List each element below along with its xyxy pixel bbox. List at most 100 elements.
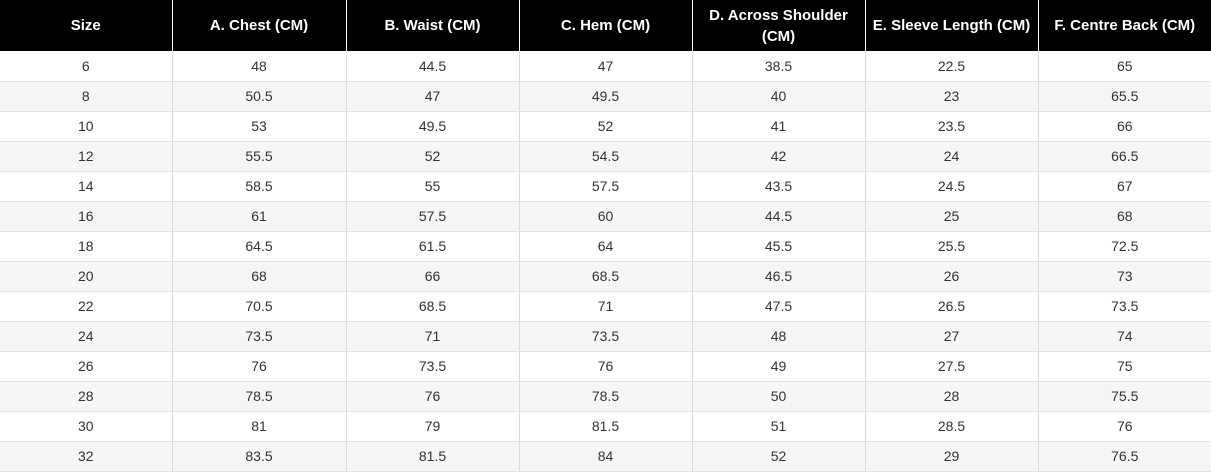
- cell-size: 18: [0, 231, 172, 262]
- cell-size: 8: [0, 81, 172, 112]
- cell-hem: 47: [518, 51, 692, 82]
- table-row: 30 81 79 81.5 51 28.5 76: [0, 411, 1211, 442]
- table-row: 26 76 73.5 76 49 27.5 75: [0, 351, 1211, 382]
- cell-chest: 70.5: [171, 291, 346, 322]
- table-row: 16 61 57.5 60 44.5 25 68: [0, 201, 1211, 232]
- cell-hem: 81.5: [518, 411, 692, 442]
- cell-sleeve-length: 27.5: [864, 351, 1038, 382]
- cell-hem: 71: [518, 291, 692, 322]
- cell-size: 14: [0, 171, 172, 202]
- cell-centre-back: 76.5: [1037, 441, 1211, 472]
- cell-size: 32: [0, 441, 172, 472]
- cell-size: 26: [0, 351, 172, 382]
- table-row: 12 55.5 52 54.5 42 24 66.5: [0, 141, 1211, 172]
- table-row: 14 58.5 55 57.5 43.5 24.5 67: [0, 171, 1211, 202]
- cell-centre-back: 65.5: [1037, 81, 1211, 112]
- cell-centre-back: 74: [1037, 321, 1211, 352]
- cell-sleeve-length: 23.5: [864, 111, 1038, 142]
- cell-centre-back: 75: [1037, 351, 1211, 382]
- cell-centre-back: 68: [1037, 201, 1211, 232]
- header-sleeve-length: E. Sleeve Length (CM): [864, 0, 1038, 51]
- cell-hem: 73.5: [518, 321, 692, 352]
- cell-hem: 49.5: [518, 81, 692, 112]
- cell-across-shoulder: 38.5: [691, 51, 865, 82]
- cell-sleeve-length: 22.5: [864, 51, 1038, 82]
- cell-waist: 71: [345, 321, 519, 352]
- cell-centre-back: 66.5: [1037, 141, 1211, 172]
- cell-across-shoulder: 40: [691, 81, 865, 112]
- cell-waist: 68.5: [345, 291, 519, 322]
- cell-across-shoulder: 48: [691, 321, 865, 352]
- cell-waist: 73.5: [345, 351, 519, 382]
- cell-across-shoulder: 42: [691, 141, 865, 172]
- table-row: 32 83.5 81.5 84 52 29 76.5: [0, 441, 1211, 472]
- cell-waist: 47: [345, 81, 519, 112]
- cell-chest: 78.5: [171, 381, 346, 412]
- cell-across-shoulder: 49: [691, 351, 865, 382]
- cell-centre-back: 65: [1037, 51, 1211, 82]
- cell-waist: 76: [345, 381, 519, 412]
- cell-across-shoulder: 41: [691, 111, 865, 142]
- cell-across-shoulder: 47.5: [691, 291, 865, 322]
- cell-hem: 84: [518, 441, 692, 472]
- header-across-shoulder: D. Across Shoulder (CM): [691, 0, 865, 51]
- cell-hem: 64: [518, 231, 692, 262]
- header-hem: C. Hem (CM): [518, 0, 692, 51]
- cell-chest: 68: [171, 261, 346, 292]
- cell-chest: 61: [171, 201, 346, 232]
- cell-sleeve-length: 27: [864, 321, 1038, 352]
- cell-chest: 55.5: [171, 141, 346, 172]
- cell-waist: 49.5: [345, 111, 519, 142]
- cell-chest: 48: [171, 51, 346, 82]
- cell-hem: 68.5: [518, 261, 692, 292]
- cell-centre-back: 72.5: [1037, 231, 1211, 262]
- cell-size: 12: [0, 141, 172, 172]
- cell-chest: 53: [171, 111, 346, 142]
- cell-size: 28: [0, 381, 172, 412]
- cell-centre-back: 75.5: [1037, 381, 1211, 412]
- cell-hem: 52: [518, 111, 692, 142]
- cell-chest: 81: [171, 411, 346, 442]
- cell-waist: 81.5: [345, 441, 519, 472]
- table-row: 8 50.5 47 49.5 40 23 65.5: [0, 81, 1211, 112]
- table-row: 28 78.5 76 78.5 50 28 75.5: [0, 381, 1211, 412]
- cell-waist: 57.5: [345, 201, 519, 232]
- cell-hem: 78.5: [518, 381, 692, 412]
- cell-centre-back: 67: [1037, 171, 1211, 202]
- cell-waist: 55: [345, 171, 519, 202]
- cell-size: 24: [0, 321, 172, 352]
- cell-hem: 57.5: [518, 171, 692, 202]
- cell-sleeve-length: 24.5: [864, 171, 1038, 202]
- cell-across-shoulder: 52: [691, 441, 865, 472]
- cell-size: 6: [0, 51, 172, 82]
- cell-waist: 79: [345, 411, 519, 442]
- table-row: 24 73.5 71 73.5 48 27 74: [0, 321, 1211, 352]
- cell-sleeve-length: 29: [864, 441, 1038, 472]
- cell-across-shoulder: 51: [691, 411, 865, 442]
- cell-size: 22: [0, 291, 172, 322]
- cell-chest: 58.5: [171, 171, 346, 202]
- cell-centre-back: 66: [1037, 111, 1211, 142]
- cell-sleeve-length: 25: [864, 201, 1038, 232]
- table-row: 20 68 66 68.5 46.5 26 73: [0, 261, 1211, 292]
- cell-sleeve-length: 28: [864, 381, 1038, 412]
- cell-across-shoulder: 45.5: [691, 231, 865, 262]
- cell-waist: 44.5: [345, 51, 519, 82]
- cell-waist: 52: [345, 141, 519, 172]
- cell-waist: 66: [345, 261, 519, 292]
- cell-centre-back: 73.5: [1037, 291, 1211, 322]
- header-centre-back: F. Centre Back (CM): [1037, 0, 1211, 51]
- cell-centre-back: 73: [1037, 261, 1211, 292]
- cell-chest: 50.5: [171, 81, 346, 112]
- cell-size: 20: [0, 261, 172, 292]
- cell-across-shoulder: 44.5: [691, 201, 865, 232]
- cell-sleeve-length: 23: [864, 81, 1038, 112]
- table-row: 10 53 49.5 52 41 23.5 66: [0, 111, 1211, 142]
- table-row: 18 64.5 61.5 64 45.5 25.5 72.5: [0, 231, 1211, 262]
- header-row: Size A. Chest (CM) B. Waist (CM) C. Hem …: [0, 0, 1211, 51]
- cell-sleeve-length: 25.5: [864, 231, 1038, 262]
- cell-hem: 54.5: [518, 141, 692, 172]
- cell-size: 30: [0, 411, 172, 442]
- cell-across-shoulder: 46.5: [691, 261, 865, 292]
